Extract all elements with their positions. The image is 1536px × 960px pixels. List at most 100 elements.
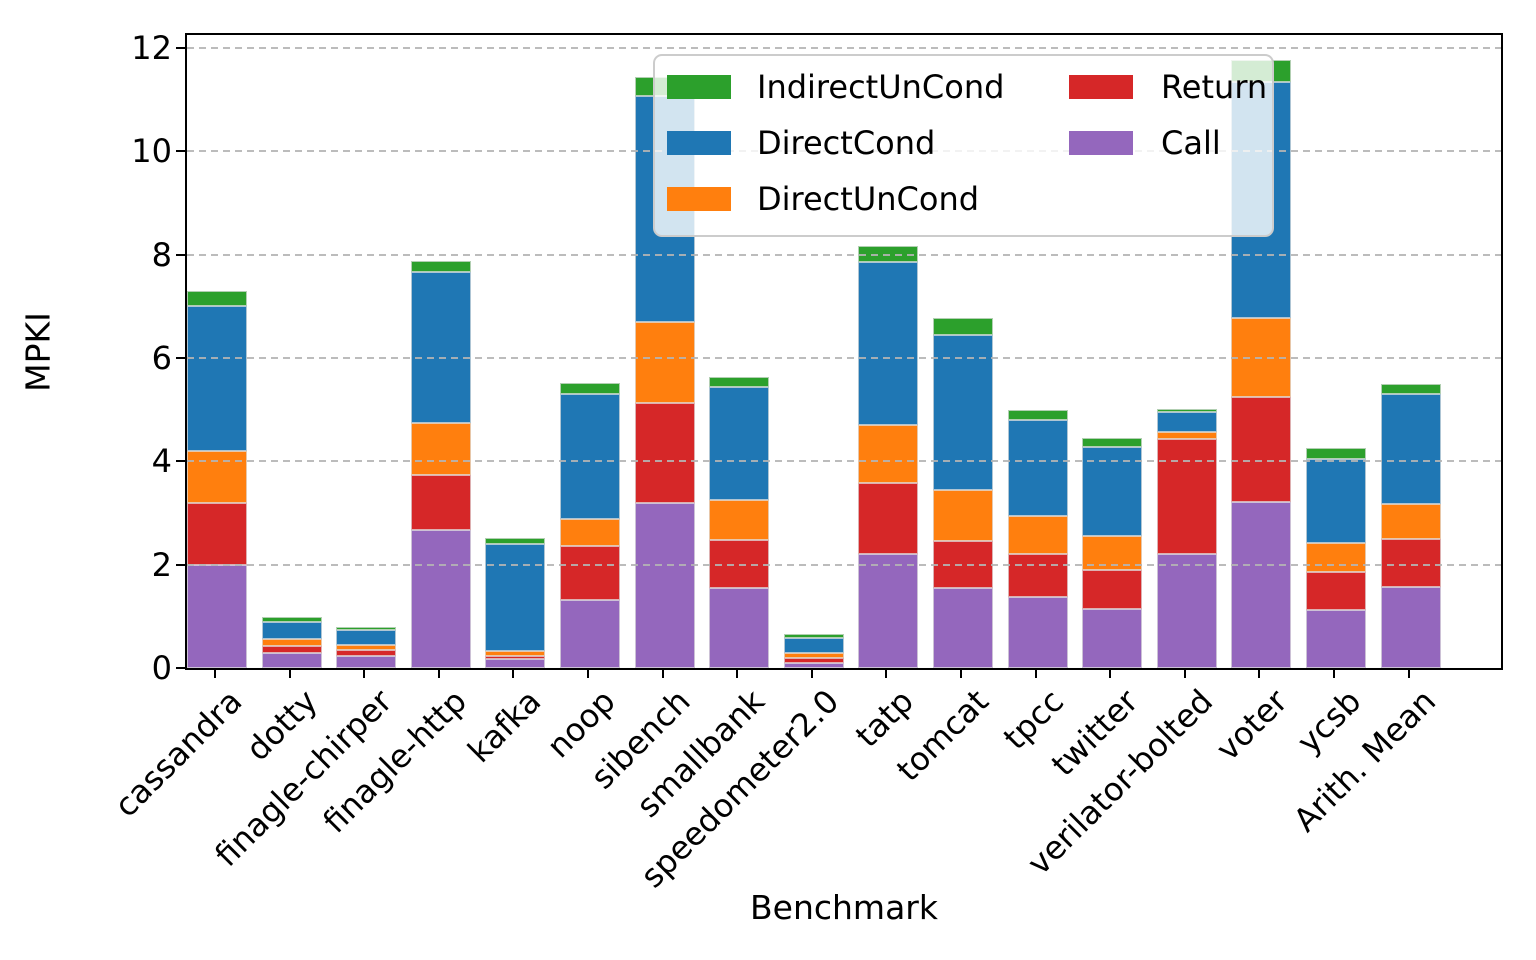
x-axis-label: Benchmark — [750, 888, 938, 927]
y-tick-6 — [176, 356, 185, 359]
bar-segment-arith-mean-indirectuncond — [1380, 383, 1441, 395]
y-tick-label-8: 8 — [151, 235, 172, 274]
bar-segment-verilator-bolted-directcond — [1156, 411, 1217, 433]
bar-segment-finagle-http-directuncond — [410, 422, 471, 476]
bar-segment-noop-indirectuncond — [560, 382, 620, 395]
x-tick-dotty — [288, 670, 291, 678]
x-tick-cassandra — [214, 670, 216, 678]
bar-segment-voter-return — [1231, 397, 1292, 502]
x-tick-label-kafka: kafka — [460, 682, 549, 770]
y-tick-label-12: 12 — [131, 28, 172, 67]
bar-segment-dotty-call — [261, 652, 322, 668]
x-tick-ycsb — [1333, 670, 1335, 678]
bar-segment-ycsb-indirectuncond — [1306, 448, 1366, 460]
bar-segment-noop-directcond — [560, 394, 620, 520]
bar-segment-tomcat-return — [933, 540, 993, 589]
bar-segment-finagle-chirper-directcond — [336, 629, 397, 645]
legend-swatch-return — [1069, 75, 1133, 99]
bar-segment-arith-mean-directcond — [1380, 394, 1441, 504]
bar-segment-arith-mean-return — [1380, 538, 1441, 588]
bar-segment-tatp-directuncond — [858, 425, 919, 484]
bar-segment-smallbank-directcond — [709, 386, 770, 500]
legend-swatch-indirectuncond — [667, 75, 731, 99]
x-tick-tatp — [885, 670, 888, 678]
bar-segment-tpcc-directuncond — [1007, 516, 1068, 554]
bar-segment-finagle-chirper-indirectuncond — [336, 626, 397, 630]
bar-segment-speedometer2-0-directuncond — [783, 652, 844, 658]
legend-label-return: Return — [1161, 68, 1268, 106]
bar-segment-verilator-bolted-directuncond — [1156, 432, 1217, 440]
bar-segment-smallbank-call — [709, 588, 770, 668]
bar-segment-tomcat-directcond — [933, 334, 993, 491]
bar-segment-tomcat-call — [933, 588, 993, 668]
bar-segment-tatp-directcond — [858, 262, 919, 426]
bar-segment-cassandra-indirectuncond — [187, 290, 247, 307]
x-tick-finagle-chirper — [363, 670, 366, 678]
legend-swatch-call — [1069, 131, 1133, 155]
bar-segment-arith-mean-directuncond — [1380, 503, 1441, 539]
bar-segment-tpcc-call — [1007, 597, 1068, 668]
bar-segment-ycsb-return — [1306, 571, 1366, 611]
bar-segment-noop-return — [560, 545, 620, 600]
x-tick-speedometer2-0 — [810, 670, 813, 678]
x-tick-voter — [1258, 670, 1261, 678]
bar-segment-kafka-directcond — [485, 544, 546, 651]
bar-segment-twitter-call — [1082, 608, 1143, 668]
bar-segment-tpcc-directcond — [1007, 419, 1068, 517]
bar-segment-twitter-directuncond — [1082, 535, 1143, 570]
bar-segment-twitter-indirectuncond — [1082, 438, 1143, 448]
bar-segment-dotty-directcond — [261, 621, 322, 640]
bar-segment-finagle-http-call — [410, 529, 471, 668]
bar-segment-speedometer2-0-return — [783, 657, 844, 664]
legend-label-call: Call — [1161, 124, 1221, 162]
y-tick-label-0: 0 — [151, 649, 172, 687]
gridline-y-8 — [187, 253, 1501, 256]
y-tick-8 — [176, 253, 185, 256]
bar-segment-twitter-return — [1082, 569, 1143, 609]
y-tick-0 — [176, 667, 185, 669]
bar-segment-voter-directuncond — [1231, 318, 1292, 398]
bar-segment-tatp-indirectuncond — [858, 245, 919, 263]
gridline-y-4 — [187, 460, 1501, 463]
x-tick-label-voter: voter — [1208, 682, 1295, 769]
bar-segment-ycsb-directcond — [1306, 459, 1366, 543]
bar-segment-smallbank-indirectuncond — [709, 376, 770, 387]
legend-swatch-directuncond — [667, 187, 731, 211]
bar-segment-cassandra-directcond — [187, 306, 247, 451]
x-tick-kafka — [512, 670, 515, 678]
bar-segment-speedometer2-0-call — [783, 663, 844, 668]
x-tick-verilator-bolted — [1183, 670, 1186, 678]
bar-segment-kafka-return — [485, 655, 546, 660]
bar-segment-finagle-http-directcond — [410, 271, 471, 423]
gridline-y-2 — [187, 563, 1501, 566]
bar-segment-verilator-bolted-call — [1156, 554, 1217, 668]
y-tick-12 — [176, 46, 185, 49]
x-tick-noop — [587, 670, 589, 678]
bar-segment-cassandra-directuncond — [187, 450, 247, 503]
gridline-y-12 — [187, 46, 1501, 49]
legend-label-directcond: DirectCond — [757, 124, 936, 162]
bar-segment-arith-mean-call — [1380, 587, 1441, 668]
bar-segment-verilator-bolted-return — [1156, 439, 1217, 555]
legend: IndirectUnCond DirectCond DirectUnCond Retu… — [653, 54, 1274, 237]
bar-segment-tatp-call — [858, 553, 919, 668]
bar-segment-finagle-chirper-directuncond — [336, 644, 397, 650]
gridline-y-6 — [187, 356, 1501, 359]
y-tick-10 — [176, 150, 185, 153]
bar-segment-speedometer2-0-directcond — [783, 638, 844, 653]
bar-segment-finagle-http-return — [410, 475, 471, 530]
bar-segment-kafka-directuncond — [485, 650, 546, 656]
x-tick-smallbank — [736, 670, 739, 678]
bar-segment-noop-call — [560, 599, 620, 668]
bar-segment-finagle-chirper-call — [336, 655, 397, 668]
y-tick-label-6: 6 — [151, 338, 172, 377]
bar-segment-noop-directuncond — [560, 519, 620, 546]
bar-segment-finagle-chirper-return — [336, 649, 397, 656]
bar-segment-tomcat-directuncond — [933, 490, 993, 541]
y-tick-label-10: 10 — [131, 132, 172, 171]
bar-segment-tpcc-indirectuncond — [1007, 409, 1068, 420]
bar-segment-verilator-bolted-indirectuncond — [1156, 409, 1217, 412]
bar-segment-finagle-http-indirectuncond — [410, 260, 471, 272]
x-tick-tpcc — [1034, 670, 1037, 678]
